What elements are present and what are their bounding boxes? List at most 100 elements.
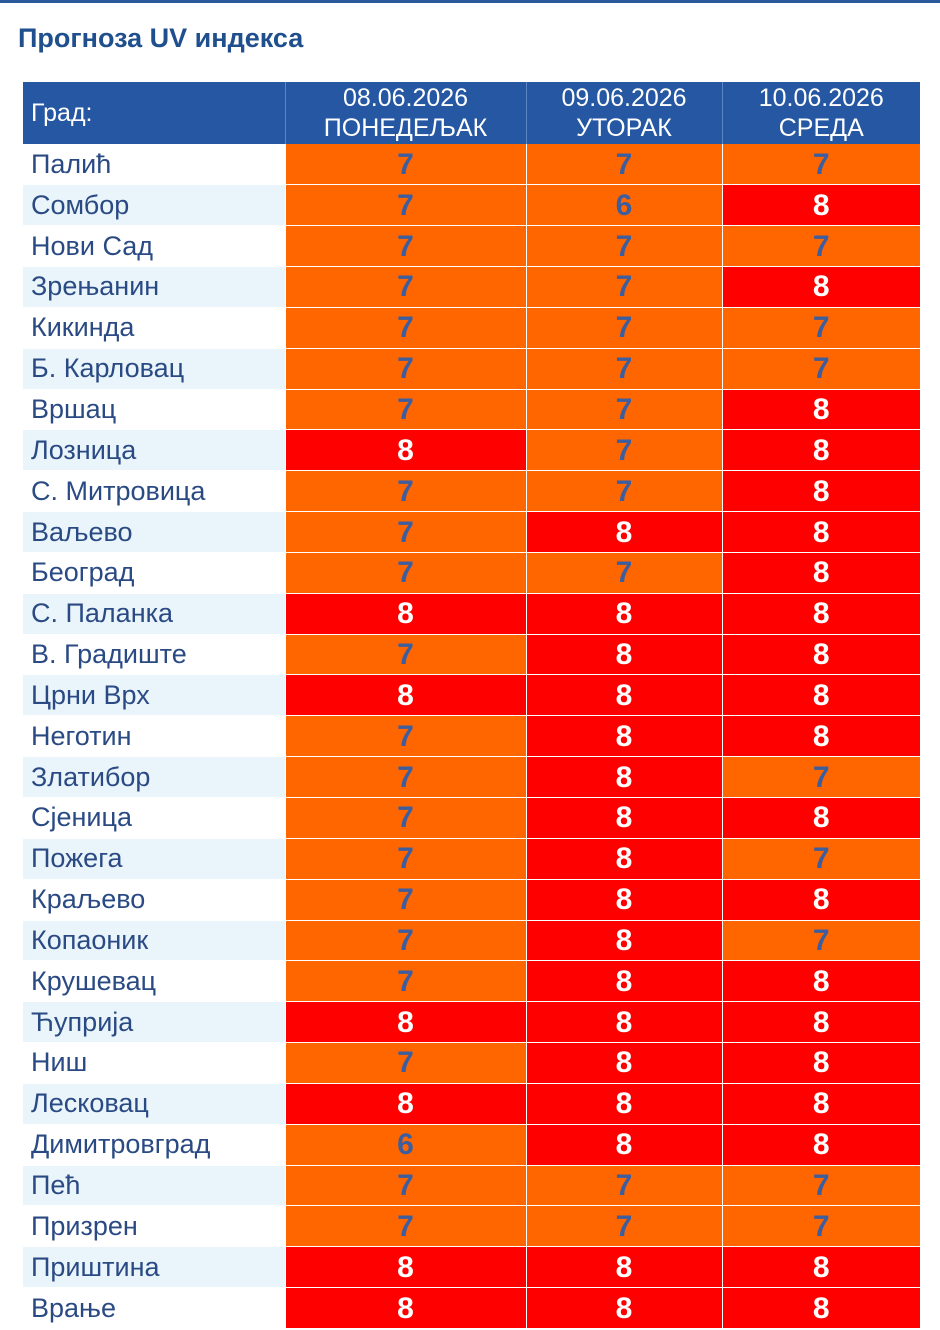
table-row: Копаоник 7 8 7 <box>23 920 920 962</box>
city-name: Б. Карловац <box>23 348 285 390</box>
city-name: Копаоник <box>23 920 285 962</box>
city-name: Пожега <box>23 838 285 880</box>
uv-index-value: 7 <box>721 1205 920 1248</box>
uv-index-value: 7 <box>284 920 526 962</box>
uv-index-value: 7 <box>284 715 526 758</box>
uv-index-value: 7 <box>284 1205 526 1248</box>
table-row: С. Митровица 7 7 8 <box>23 470 920 513</box>
table-row: Пећ 7 7 7 <box>23 1165 920 1207</box>
uv-index-value: 8 <box>721 674 920 717</box>
uv-index-value: 8 <box>721 1001 920 1044</box>
uv-index-value: 8 <box>525 1287 722 1329</box>
city-name: Димитровград <box>23 1124 285 1166</box>
day-column-header: 10.06.2026 СРЕДА <box>722 82 920 144</box>
table-row: Крушевац 7 8 8 <box>23 960 920 1003</box>
uv-index-value: 7 <box>721 225 920 268</box>
city-name: Сомбор <box>23 184 285 227</box>
uv-index-value: 7 <box>284 389 526 431</box>
uv-index-value: 7 <box>721 838 920 880</box>
uv-index-value: 7 <box>525 389 722 431</box>
uv-index-value: 8 <box>721 715 920 758</box>
table-row: Краљево 7 8 8 <box>23 879 920 921</box>
uv-index-value: 8 <box>284 1083 526 1125</box>
uv-index-value: 8 <box>721 266 920 308</box>
page-title: Прогноза UV индекса <box>18 23 304 53</box>
uv-index-value: 7 <box>284 634 526 676</box>
uv-index-value: 8 <box>525 960 722 1003</box>
uv-index-value: 8 <box>721 511 920 553</box>
city-name: Сјеница <box>23 797 285 839</box>
uv-index-value: 8 <box>721 1042 920 1084</box>
uv-index-value: 7 <box>721 1165 920 1207</box>
uv-index-value: 7 <box>721 348 920 390</box>
uv-index-value: 7 <box>284 797 526 839</box>
day-date: 08.06.2026 <box>342 84 469 112</box>
uv-index-value: 8 <box>525 674 722 717</box>
uv-index-value: 7 <box>284 1165 526 1207</box>
table-row: Београд 7 7 8 <box>23 552 920 594</box>
uv-index-value: 6 <box>525 184 722 227</box>
day-column-header: 08.06.2026 ПОНЕДЕЉАК <box>285 82 527 144</box>
uv-index-value: 7 <box>721 920 920 962</box>
table-row: Кикинда 7 7 7 <box>23 307 920 349</box>
uv-index-value: 8 <box>721 960 920 1003</box>
uv-index-value: 8 <box>284 674 526 717</box>
table-row: Сјеница 7 8 8 <box>23 797 920 839</box>
uv-index-value: 7 <box>284 511 526 553</box>
city-name: Призрен <box>23 1205 285 1248</box>
uv-index-value: 7 <box>284 225 526 268</box>
table-row: Призрен 7 7 7 <box>23 1205 920 1248</box>
uv-index-value: 7 <box>525 552 722 594</box>
table-row: Црни Врх 8 8 8 <box>23 674 920 717</box>
uv-index-value: 7 <box>284 144 526 186</box>
table-row: Палић 7 7 7 <box>23 144 920 186</box>
day-column-header: 09.06.2026 УТОРАК <box>526 82 723 144</box>
table-row: Б. Карловац 7 7 7 <box>23 348 920 390</box>
uv-table-body: Палић 7 7 7 Сомбор 7 6 8 Нови Сад 7 7 7 Зрењанин 7 7 8 К… <box>23 144 920 1329</box>
uv-index-value: 7 <box>284 184 526 227</box>
uv-index-value: 8 <box>525 634 722 676</box>
uv-index-value: 8 <box>284 1287 526 1329</box>
uv-index-value: 7 <box>525 266 722 308</box>
table-row: Пожега 7 8 7 <box>23 838 920 880</box>
uv-index-value: 8 <box>525 511 722 553</box>
uv-index-value: 8 <box>525 797 722 839</box>
city-name: Неготин <box>23 715 285 758</box>
uv-index-value: 8 <box>721 1124 920 1166</box>
city-name: Нови Сад <box>23 225 285 268</box>
uv-index-value: 8 <box>525 920 722 962</box>
city-name: Краљево <box>23 879 285 921</box>
uv-index-value: 7 <box>525 144 722 186</box>
table-row: Вршац 7 7 8 <box>23 389 920 431</box>
city-name: Вршац <box>23 389 285 431</box>
city-name: Пећ <box>23 1165 285 1207</box>
table-row: Златибор 7 8 7 <box>23 756 920 798</box>
uv-index-value: 8 <box>284 1246 526 1289</box>
uv-index-value: 8 <box>721 1246 920 1289</box>
city-name: Крушевац <box>23 960 285 1003</box>
uv-index-value: 7 <box>284 879 526 921</box>
uv-index-value: 8 <box>721 1083 920 1125</box>
uv-index-value: 7 <box>721 756 920 798</box>
city-name: Ваљево <box>23 511 285 553</box>
uv-index-value: 7 <box>721 307 920 349</box>
uv-index-value: 8 <box>525 715 722 758</box>
uv-index-value: 8 <box>721 470 920 513</box>
uv-index-value: 8 <box>525 1246 722 1289</box>
top-divider <box>0 0 940 3</box>
uv-index-value: 8 <box>525 879 722 921</box>
uv-index-value: 8 <box>525 593 722 635</box>
uv-index-value: 8 <box>525 1083 722 1125</box>
city-name: Зрењанин <box>23 266 285 308</box>
city-name: Приштина <box>23 1246 285 1289</box>
uv-index-value: 8 <box>721 593 920 635</box>
table-row: Сомбор 7 6 8 <box>23 184 920 227</box>
uv-index-value: 8 <box>721 1287 920 1329</box>
uv-index-value: 8 <box>721 797 920 839</box>
city-name: Лесковац <box>23 1083 285 1125</box>
uv-index-value: 7 <box>284 348 526 390</box>
day-weekday: УТОРАК <box>576 114 672 142</box>
table-row: Димитровград 6 8 8 <box>23 1124 920 1166</box>
table-row: Приштина 8 8 8 <box>23 1246 920 1289</box>
city-name: С. Митровица <box>23 470 285 513</box>
